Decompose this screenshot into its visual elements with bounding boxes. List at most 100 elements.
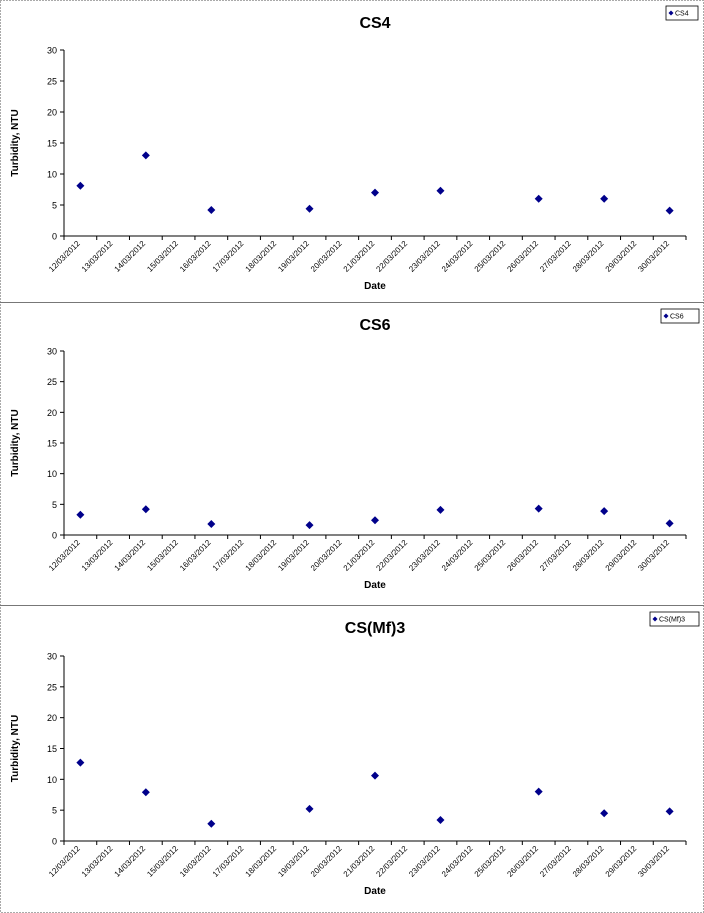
x-tick-label: 16/03/2012 [178, 844, 213, 879]
y-tick-label: 10 [47, 170, 57, 180]
y-tick-label: 25 [47, 77, 57, 87]
x-tick-label: 29/03/2012 [604, 239, 639, 274]
x-tick-label: 27/03/2012 [538, 239, 573, 274]
x-tick-label: 24/03/2012 [440, 844, 475, 879]
data-point [305, 521, 314, 530]
y-axis-title: Turbidity, NTU [10, 715, 21, 782]
x-tick-label: 20/03/2012 [309, 239, 344, 274]
legend-marker [663, 313, 669, 319]
y-tick-label: 20 [47, 408, 57, 418]
x-tick-label: 15/03/2012 [145, 538, 180, 573]
data-point [141, 505, 150, 514]
x-tick-label: 21/03/2012 [342, 844, 377, 879]
y-tick-label: 10 [47, 775, 57, 785]
x-tick-label: 22/03/2012 [374, 239, 409, 274]
x-tick-label: 26/03/2012 [505, 239, 540, 274]
x-tick-label: 14/03/2012 [113, 844, 148, 879]
y-tick-label: 5 [52, 806, 57, 816]
x-tick-label: 28/03/2012 [571, 844, 606, 879]
x-tick-label: 14/03/2012 [113, 239, 148, 274]
data-point [141, 788, 150, 797]
x-tick-label: 29/03/2012 [604, 844, 639, 879]
x-tick-label: 27/03/2012 [538, 844, 573, 879]
legend-label: CS4 [675, 11, 689, 18]
data-point [207, 819, 216, 828]
legend: CS6 [660, 308, 700, 324]
x-tick-label: 25/03/2012 [473, 538, 508, 573]
legend: CS4 [665, 5, 699, 21]
x-tick-label: 13/03/2012 [80, 239, 115, 274]
y-tick-label: 5 [52, 500, 57, 510]
y-tick-label: 20 [47, 108, 57, 118]
x-tick-label: 21/03/2012 [342, 239, 377, 274]
x-tick-label: 27/03/2012 [538, 538, 573, 573]
x-tick-label: 29/03/2012 [604, 538, 639, 573]
y-tick-label: 25 [47, 377, 57, 387]
x-tick-label: 30/03/2012 [636, 844, 671, 879]
x-tick-label: 18/03/2012 [244, 538, 279, 573]
x-tick-label: 25/03/2012 [473, 844, 508, 879]
x-tick-label: 26/03/2012 [505, 538, 540, 573]
data-point [534, 194, 543, 203]
data-point [76, 181, 85, 190]
x-tick-label: 20/03/2012 [309, 538, 344, 573]
data-point [534, 787, 543, 796]
x-tick-label: 23/03/2012 [407, 538, 442, 573]
data-point [665, 519, 674, 528]
x-tick-label: 28/03/2012 [571, 239, 606, 274]
legend-box [660, 308, 700, 324]
legend-marker [652, 616, 658, 622]
x-tick-label: 15/03/2012 [145, 844, 180, 879]
x-tick-label: 19/03/2012 [276, 844, 311, 879]
data-point [371, 516, 379, 525]
y-tick-label: 5 [52, 201, 57, 211]
x-tick-label: 20/03/2012 [309, 844, 344, 879]
y-tick-label: 15 [47, 439, 57, 449]
chart-panel: CS6 CS6 0 5 10 15 20 25 30 12/03/201213/03/201214… [0, 302, 704, 591]
y-tick-label: 10 [47, 469, 57, 479]
data-point [436, 505, 445, 514]
chart-panel: CS(Mf)3 CS(Mf)3 0 5 10 15 20 25 30 12/03/201213/0… [0, 605, 704, 897]
legend-label: CS6 [670, 314, 684, 321]
y-axis-title: Turbidity, NTU [10, 109, 21, 176]
x-tick-label: 23/03/2012 [407, 844, 442, 879]
x-tick-label: 14/03/2012 [113, 538, 148, 573]
legend-box [649, 611, 700, 627]
data-point [371, 771, 379, 780]
x-tick-label: 17/03/2012 [211, 239, 246, 274]
x-tick-label: 13/03/2012 [80, 538, 115, 573]
y-tick-label: 20 [47, 713, 57, 723]
y-tick-label: 30 [47, 347, 57, 357]
x-tick-label: 17/03/2012 [211, 538, 246, 573]
data-point [141, 151, 150, 160]
data-point [534, 504, 543, 513]
x-tick-label: 28/03/2012 [571, 538, 606, 573]
data-point [207, 205, 216, 214]
legend: CS(Mf)3 [649, 611, 700, 627]
data-point [665, 807, 674, 816]
legend-label: CS(Mf)3 [659, 617, 685, 624]
data-point [436, 186, 445, 195]
data-point [207, 519, 216, 528]
x-tick-label: 12/03/2012 [47, 844, 82, 879]
data-point [600, 809, 609, 818]
x-tick-label: 25/03/2012 [473, 239, 508, 274]
y-tick-label: 25 [47, 682, 57, 692]
x-tick-label: 24/03/2012 [440, 239, 475, 274]
y-tick-label: 15 [47, 139, 57, 149]
x-tick-label: 30/03/2012 [636, 538, 671, 573]
y-tick-label: 30 [47, 652, 57, 662]
x-tick-label: 24/03/2012 [440, 538, 475, 573]
chart-title: CS6 [359, 317, 390, 334]
x-axis-title: Date [364, 886, 386, 897]
x-tick-label: 12/03/2012 [47, 538, 82, 573]
x-tick-label: 23/03/2012 [407, 239, 442, 274]
legend-marker [668, 10, 674, 16]
data-point [436, 816, 445, 825]
chart-title: CS(Mf)3 [345, 620, 406, 637]
x-tick-label: 16/03/2012 [178, 239, 213, 274]
x-tick-label: 30/03/2012 [636, 239, 671, 274]
x-tick-label: 19/03/2012 [276, 538, 311, 573]
